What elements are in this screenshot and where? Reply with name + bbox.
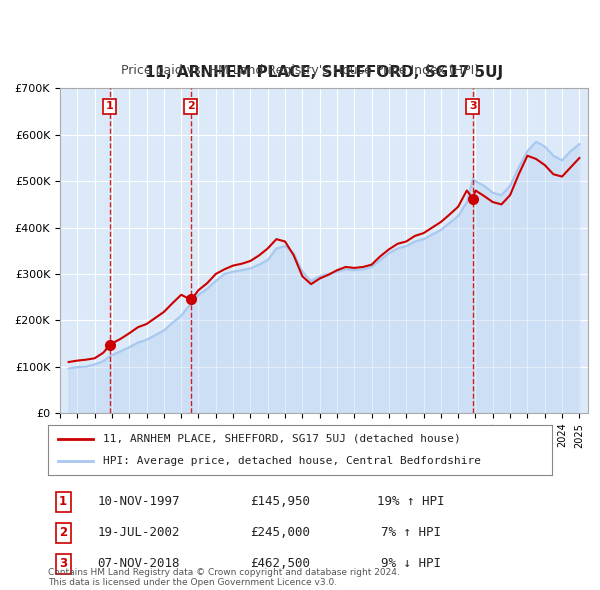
Text: HPI: Average price, detached house, Central Bedfordshire: HPI: Average price, detached house, Cent… (103, 456, 481, 466)
Text: 3: 3 (469, 101, 476, 112)
Text: 2: 2 (187, 101, 194, 112)
Text: 19-JUL-2002: 19-JUL-2002 (97, 526, 180, 539)
Text: £145,950: £145,950 (250, 495, 310, 508)
Text: 9% ↓ HPI: 9% ↓ HPI (381, 558, 441, 571)
Text: 07-NOV-2018: 07-NOV-2018 (97, 558, 180, 571)
Text: Contains HM Land Registry data © Crown copyright and database right 2024.
This d: Contains HM Land Registry data © Crown c… (48, 568, 400, 587)
Text: £462,500: £462,500 (250, 558, 310, 571)
Text: 1: 1 (106, 101, 113, 112)
Text: 10-NOV-1997: 10-NOV-1997 (97, 495, 180, 508)
Text: £245,000: £245,000 (250, 526, 310, 539)
Text: 11, ARNHEM PLACE, SHEFFORD, SG17 5UJ (detached house): 11, ARNHEM PLACE, SHEFFORD, SG17 5UJ (de… (103, 434, 461, 444)
Text: 19% ↑ HPI: 19% ↑ HPI (377, 495, 445, 508)
Text: 7% ↑ HPI: 7% ↑ HPI (381, 526, 441, 539)
Title: 11, ARNHEM PLACE, SHEFFORD, SG17 5UJ: 11, ARNHEM PLACE, SHEFFORD, SG17 5UJ (145, 65, 503, 80)
Text: 2: 2 (59, 526, 67, 539)
Text: Price paid vs. HM Land Registry's House Price Index (HPI): Price paid vs. HM Land Registry's House … (121, 64, 479, 77)
Text: 3: 3 (59, 558, 67, 571)
Text: 1: 1 (59, 495, 67, 508)
